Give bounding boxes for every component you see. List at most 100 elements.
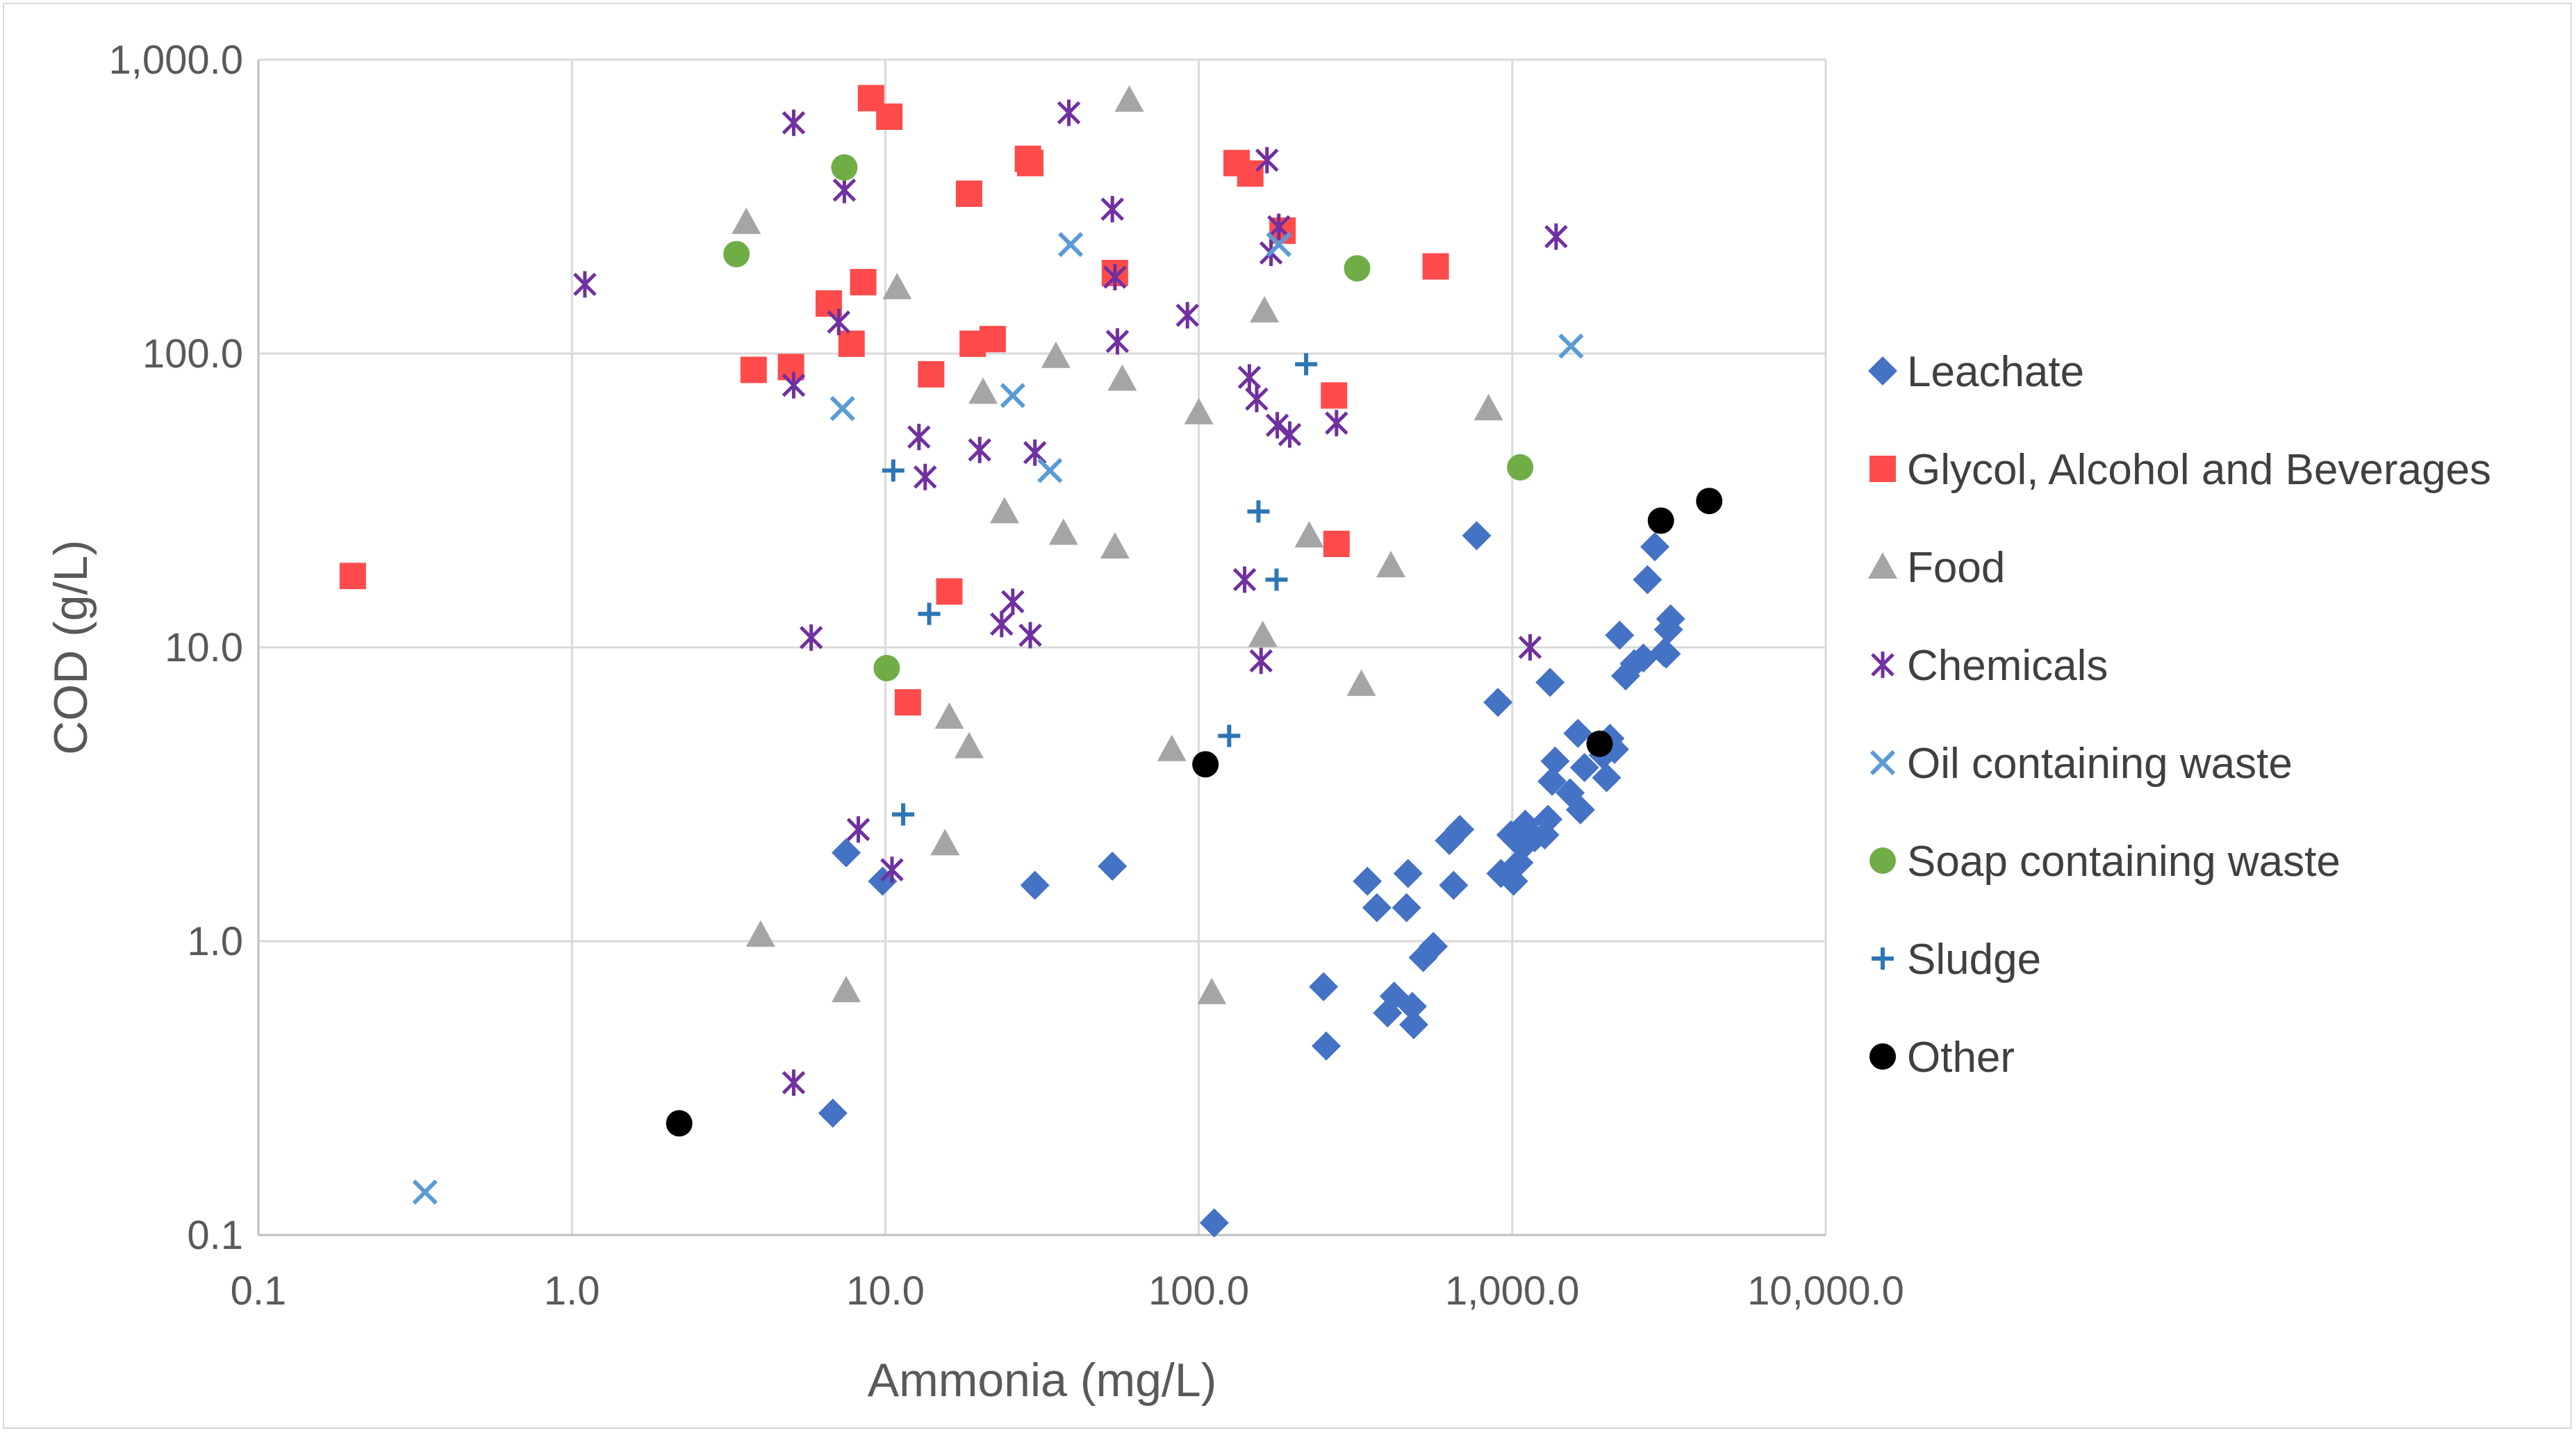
data-point — [1001, 588, 1025, 615]
data-point — [1537, 766, 1567, 796]
x-axis-tick-labels: 0.1 1.0 10.0 100.0 1,000.0 10,000.0 — [231, 1268, 1904, 1314]
data-point — [1569, 752, 1599, 782]
data-point — [1037, 458, 1063, 483]
data-point — [892, 803, 915, 826]
data-point — [1696, 488, 1723, 515]
data-point — [1197, 977, 1227, 1004]
data-point — [777, 354, 804, 381]
data-point — [968, 377, 998, 404]
data-point — [827, 308, 851, 336]
x-tick-label: 1.0 — [544, 1268, 600, 1314]
legend-label: Chemicals — [1907, 642, 2108, 690]
data-point — [1535, 668, 1565, 697]
legend-label: Leachate — [1907, 348, 2084, 396]
legend-label: Other — [1907, 1034, 2015, 1082]
legend-label: Soap containing waste — [1907, 838, 2340, 886]
data-point — [1312, 1031, 1341, 1061]
series-sludge — [882, 353, 1318, 826]
data-point — [1265, 568, 1288, 591]
data-point — [934, 702, 964, 729]
legend-marker — [1869, 1043, 1896, 1070]
data-point — [968, 436, 991, 463]
data-point — [832, 975, 861, 1002]
data-point — [1419, 931, 1448, 961]
series-other — [666, 488, 1723, 1137]
data-point — [1237, 364, 1262, 391]
legend-label: Food — [1907, 544, 2005, 592]
y-tick-label: 100.0 — [142, 331, 243, 376]
data-point — [1100, 532, 1130, 559]
legend-label: Glycol, Alcohol and Beverages — [1907, 446, 2491, 494]
data-point — [1393, 859, 1423, 888]
legend-item: Chemicals — [1871, 642, 2108, 690]
data-point — [1563, 718, 1593, 748]
legend-item: Glycol, Alcohol and Beverages — [1869, 446, 2491, 494]
data-point — [846, 816, 870, 843]
data-point — [1114, 85, 1144, 112]
data-point — [873, 654, 900, 681]
series-chemicals — [573, 99, 1568, 1096]
series-soap-containing-waste — [723, 154, 1534, 681]
x-tick-label: 10.0 — [846, 1268, 925, 1314]
legend: Leachate Glycol, Alcohol and Beverages Foo… — [1868, 348, 2491, 1082]
axes — [257, 60, 1826, 1236]
data-point — [1100, 196, 1124, 223]
x-tick-label: 1,000.0 — [1445, 1268, 1580, 1314]
data-point — [1473, 394, 1503, 421]
data-point — [782, 109, 806, 136]
data-point — [1247, 500, 1270, 523]
data-point — [1462, 521, 1492, 551]
data-point — [745, 920, 775, 947]
data-point — [1105, 328, 1130, 355]
data-point — [1175, 301, 1200, 329]
chart-frame — [3, 3, 2572, 1429]
data-point — [1255, 147, 1279, 174]
legend-item: Other — [1869, 1034, 2015, 1082]
data-point — [990, 611, 1014, 638]
data-point — [1656, 604, 1685, 634]
data-point — [1107, 364, 1137, 391]
data-point — [838, 330, 865, 357]
data-point — [1232, 566, 1257, 593]
data-point — [1592, 763, 1621, 793]
data-point — [1103, 263, 1127, 290]
series-leachate — [818, 521, 1685, 1238]
data-point — [1344, 255, 1371, 282]
data-point — [1098, 852, 1128, 881]
data-point — [1445, 815, 1475, 845]
data-point — [882, 272, 912, 299]
y-tick-label: 0.1 — [187, 1213, 243, 1258]
data-point — [1325, 410, 1348, 437]
data-point — [723, 240, 750, 267]
data-point — [1248, 620, 1278, 647]
data-point — [1518, 634, 1542, 661]
data-point — [1586, 730, 1613, 757]
data-point — [1544, 223, 1568, 250]
data-point — [1237, 160, 1264, 187]
legend-marker — [1869, 456, 1896, 482]
data-point — [740, 356, 767, 383]
data-point — [818, 1098, 848, 1128]
y-tick-label: 10.0 — [165, 625, 243, 670]
data-point — [1057, 99, 1081, 126]
data-point — [1000, 383, 1025, 408]
data-point — [732, 207, 761, 234]
data-point — [918, 602, 941, 625]
data-point — [1184, 397, 1214, 424]
data-point — [782, 372, 806, 399]
grid-lines — [258, 58, 1827, 1235]
data-point — [1558, 333, 1584, 359]
data-point — [1278, 421, 1302, 448]
legend-item: Leachate — [1868, 348, 2084, 396]
data-point — [1265, 412, 1289, 439]
series-food — [732, 85, 1503, 1004]
data-point — [1057, 231, 1084, 258]
legend-marker — [1872, 947, 1894, 970]
series-glycol-alcohol-and-beverages — [339, 85, 1449, 716]
data-point — [936, 578, 963, 605]
data-point — [1020, 870, 1050, 900]
legend-marker — [1868, 356, 1897, 386]
data-point — [1605, 620, 1635, 650]
data-point — [1362, 893, 1392, 922]
